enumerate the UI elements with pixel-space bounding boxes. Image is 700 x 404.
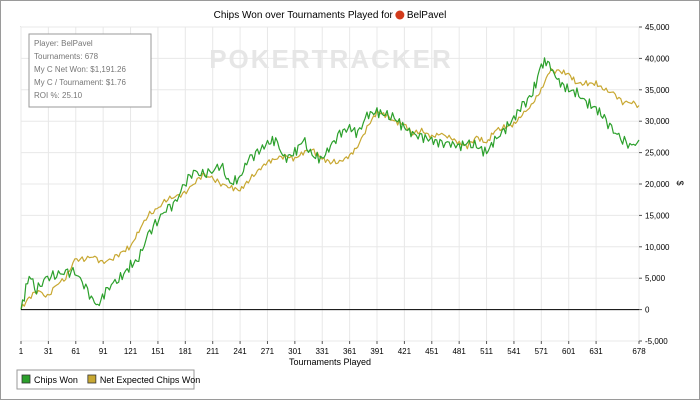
x-tick-label: 361 [343, 347, 357, 356]
x-tick-label: 571 [535, 347, 549, 356]
x-tick-label: 678 [632, 347, 646, 356]
legend-frame [16, 369, 195, 390]
info-box-line: Player: BelPavel [34, 39, 93, 48]
x-tick-label: 211 [206, 347, 219, 356]
x-tick-label: 421 [398, 347, 412, 356]
x-axis-label: Tournaments Played [289, 357, 371, 367]
info-box-line: Tournaments: 678 [34, 52, 99, 61]
x-tick-label: 541 [507, 347, 521, 356]
x-tick-label: 31 [44, 347, 53, 356]
info-box-line: ROI %: 25.10 [34, 91, 83, 100]
x-tick-label: 61 [71, 347, 80, 356]
series-line-chips-won [20, 57, 640, 310]
chart-title-group: Chips Won over Tournaments Played for Be… [214, 10, 447, 21]
y-tick-label: 0 [645, 306, 650, 315]
info-box-line: My C / Tournament: $1.76 [34, 78, 126, 87]
y-tick-label: 5,000 [645, 274, 666, 283]
x-tick-label: 481 [452, 347, 466, 356]
legend: Chips Won Net Expected Chips Won [16, 369, 200, 390]
x-tick-label: 121 [124, 347, 138, 356]
chart-title-player: BelPavel [407, 10, 446, 21]
series-layer [20, 57, 640, 310]
x-tick-label: 631 [589, 347, 603, 356]
x-tick-label: 331 [316, 347, 330, 356]
x-tick-label: 391 [370, 347, 384, 356]
info-box-frame [28, 33, 152, 108]
y-tick-label: 30,000 [645, 117, 670, 126]
y-axis-label: $ [675, 180, 685, 185]
x-tick-label: 91 [99, 347, 108, 356]
x-tick-label: 511 [480, 347, 493, 356]
y-tick-label: 10,000 [645, 243, 670, 252]
x-tick-label: 1 [19, 347, 24, 356]
x-tick-label: 451 [425, 347, 439, 356]
series-line-net-expected-chips-won [20, 68, 640, 310]
y-tick-label: -5,000 [645, 337, 668, 346]
pokertracker-watermark: POKERTRACKER [209, 44, 453, 74]
y-tick-label: 15,000 [645, 211, 670, 220]
x-tick-label: 271 [261, 347, 275, 356]
legend-label-net-expected: Net Expected Chips Won [100, 375, 200, 385]
pokerstars-logo-icon [395, 10, 405, 20]
axis-ticks: 1 31 61 91 121 151 181 211 241 271 301 331 361 391 421… [19, 23, 670, 356]
y-tick-label: 35,000 [645, 86, 670, 95]
x-tick-label: 301 [288, 347, 302, 356]
info-box-line: My C Net Won: $1,191.26 [34, 65, 126, 74]
legend-swatch-chips-won [21, 374, 31, 384]
legend-swatch-net-expected [87, 374, 97, 384]
y-tick-label: 25,000 [645, 149, 670, 158]
y-tick-label: 40,000 [645, 54, 670, 63]
chart-title: Chips Won over Tournaments Played for [214, 10, 394, 21]
x-tick-label: 151 [151, 347, 165, 356]
x-tick-label: 601 [562, 347, 576, 356]
x-tick-label: 181 [179, 347, 193, 356]
info-box: Player: BelPavel Tournaments: 678 My C Net… [28, 33, 152, 108]
x-tick-label: 241 [233, 347, 247, 356]
y-tick-label: 45,000 [645, 23, 670, 32]
legend-label-chips-won: Chips Won [34, 375, 78, 385]
y-tick-label: 20,000 [645, 180, 670, 189]
